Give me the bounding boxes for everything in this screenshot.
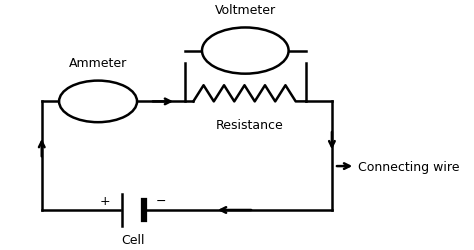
Circle shape — [59, 81, 137, 123]
Text: Resistance: Resistance — [216, 118, 283, 131]
Circle shape — [202, 28, 289, 74]
Text: −: − — [155, 194, 166, 207]
Text: Cell: Cell — [121, 233, 145, 246]
Text: A: A — [94, 96, 102, 108]
Text: V: V — [241, 45, 249, 58]
Text: Ammeter: Ammeter — [69, 57, 127, 70]
Text: Connecting wire: Connecting wire — [337, 160, 459, 173]
Text: +: + — [99, 194, 110, 207]
Text: Voltmeter: Voltmeter — [215, 4, 276, 17]
